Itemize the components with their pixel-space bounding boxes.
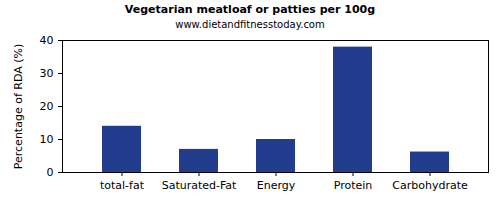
svg-text:40: 40 bbox=[40, 34, 54, 47]
svg-text:30: 30 bbox=[40, 67, 54, 80]
html-text:www.dietandfitnesstoday.com: www.dietandfitnesstoday.com bbox=[175, 19, 325, 30]
svg-text:Saturated-Fat: Saturated-Fat bbox=[162, 179, 237, 192]
svg-text:Energy: Energy bbox=[257, 179, 296, 192]
svg-text:10: 10 bbox=[40, 133, 54, 146]
svg-text:total-fat: total-fat bbox=[100, 179, 145, 192]
svg-text:Carbohydrate: Carbohydrate bbox=[392, 179, 468, 192]
svg-text:Percentage of RDA (%): Percentage of RDA (%) bbox=[12, 44, 25, 169]
svg-text:20: 20 bbox=[40, 100, 54, 113]
svg-text:Protein: Protein bbox=[334, 179, 373, 192]
html-text:Vegetarian meatloaf or patties: Vegetarian meatloaf or patties per 100g bbox=[124, 3, 376, 16]
svg-text:0: 0 bbox=[47, 166, 54, 179]
